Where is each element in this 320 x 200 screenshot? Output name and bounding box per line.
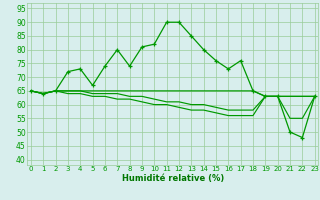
X-axis label: Humidité relative (%): Humidité relative (%): [122, 174, 224, 183]
